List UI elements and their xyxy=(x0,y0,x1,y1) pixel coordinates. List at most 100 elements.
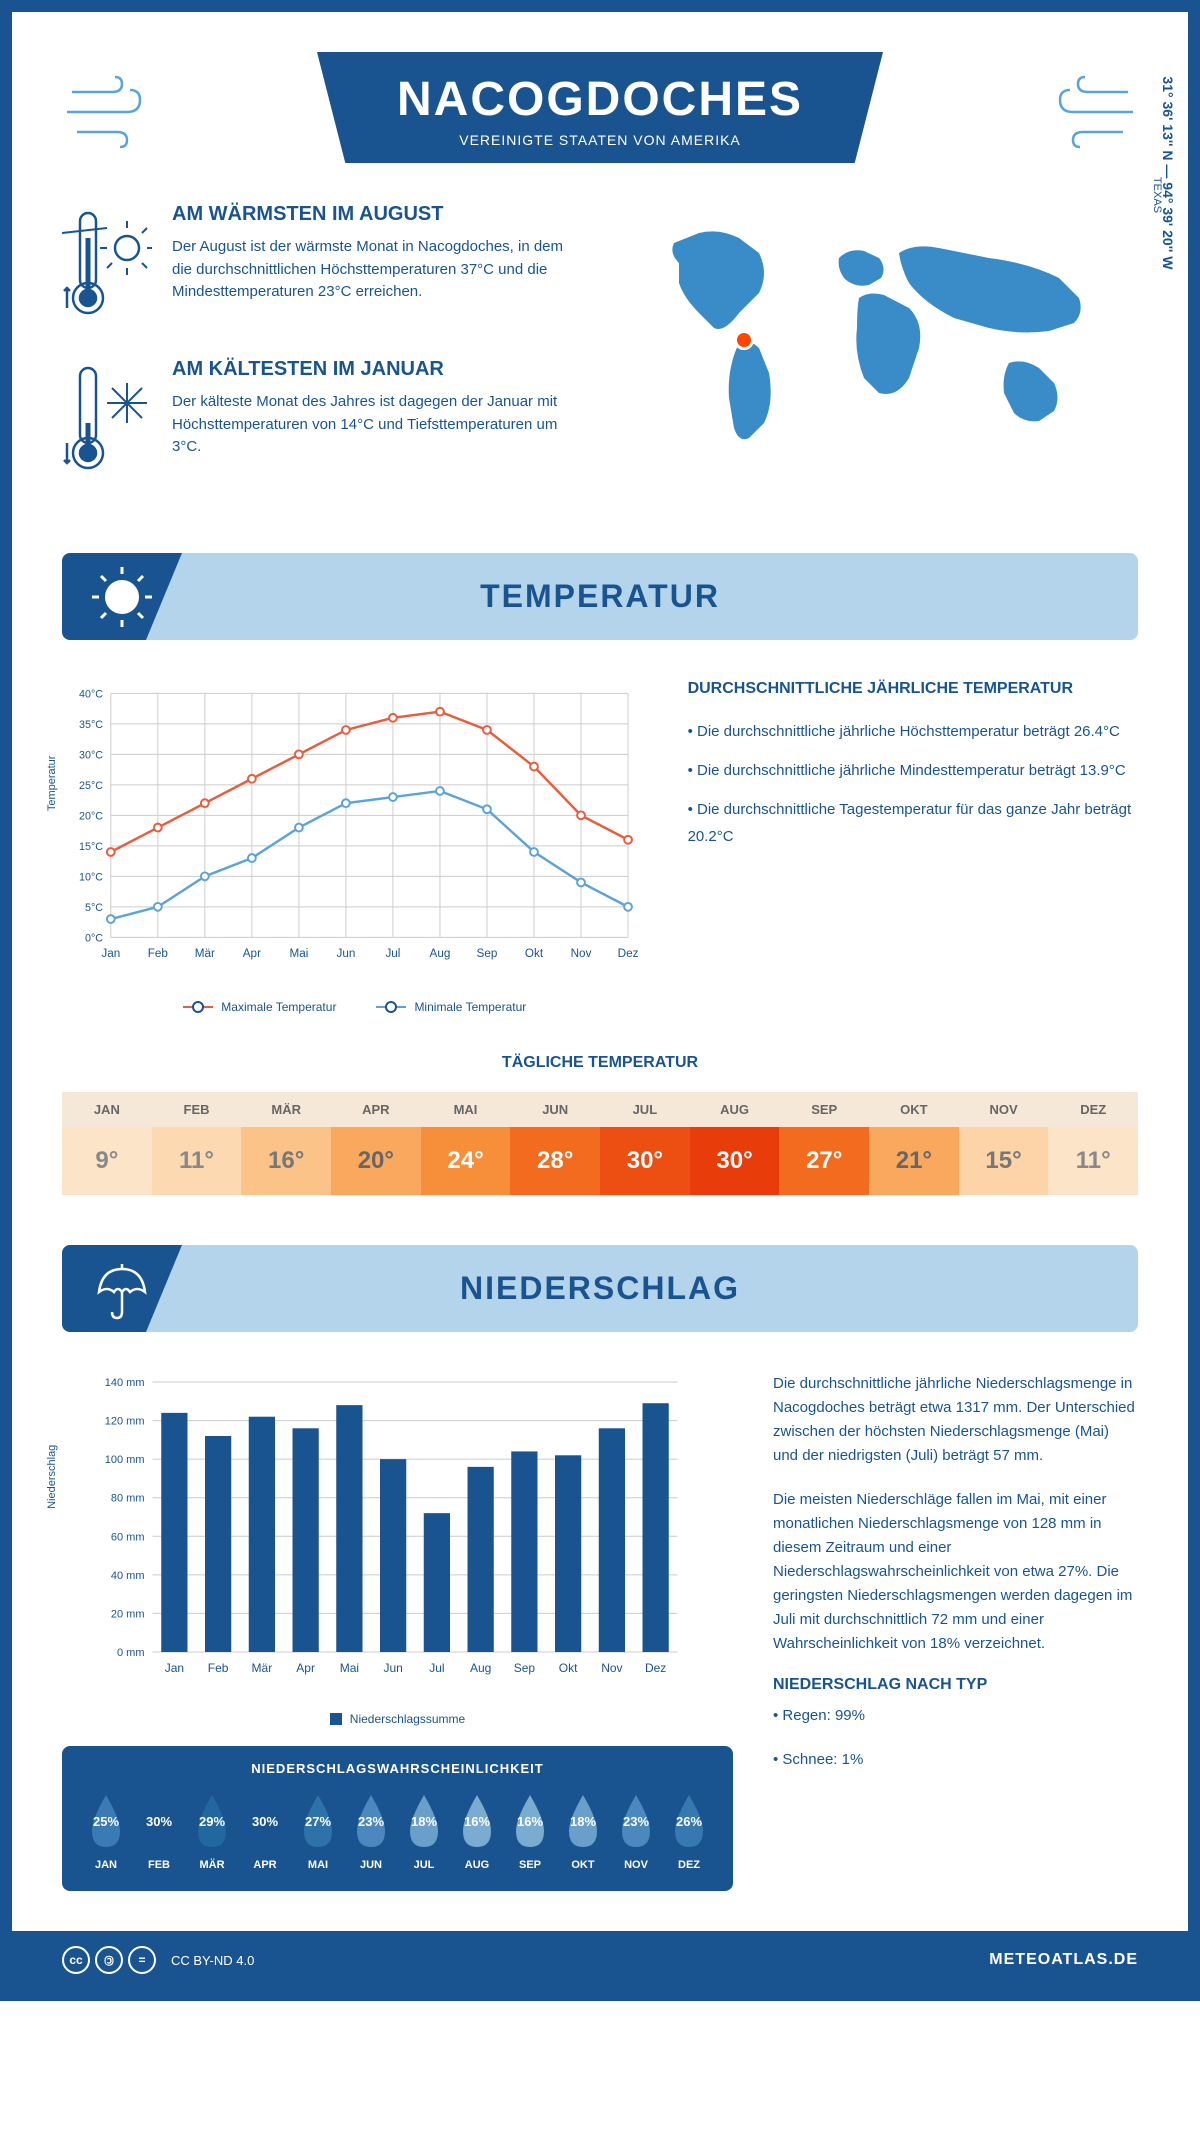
svg-text:Apr: Apr xyxy=(243,947,261,960)
precipitation-title: NIEDERSCHLAG xyxy=(87,1270,1113,1307)
umbrella-icon xyxy=(62,1245,182,1332)
drop-item: 23%NOV xyxy=(612,1791,660,1871)
svg-text:Feb: Feb xyxy=(148,947,169,960)
temp-summary-title: DURCHSCHNITTLICHE JÄHRLICHE TEMPERATUR xyxy=(688,680,1138,698)
wind-icon xyxy=(1038,72,1138,157)
svg-text:40°C: 40°C xyxy=(79,688,103,700)
coldest-title: AM KÄLTESTEN IM JANUAR xyxy=(172,358,580,381)
precip-type-item: • Schnee: 1% xyxy=(773,1748,1138,1772)
drop-item: 18%JUL xyxy=(400,1791,448,1871)
drop-item: 26%DEZ xyxy=(665,1791,713,1871)
svg-text:20°C: 20°C xyxy=(79,810,103,822)
country-name: VEREINIGTE STAATEN VON AMERIKA xyxy=(397,132,803,148)
svg-text:25°C: 25°C xyxy=(79,780,103,792)
warmest-text: Der August ist der wärmste Monat in Naco… xyxy=(172,236,580,304)
temp-cell: JAN9° xyxy=(62,1092,152,1195)
temp-bullet: • Die durchschnittliche Tagestemperatur … xyxy=(688,796,1138,850)
svg-text:Jan: Jan xyxy=(101,947,120,960)
header: NACOGDOCHES VEREINIGTE STAATEN VON AMERI… xyxy=(62,52,1138,163)
drop-item: 27%MAI xyxy=(294,1791,342,1871)
drop-item: 30%APR xyxy=(241,1791,289,1871)
temperature-section-header: TEMPERATUR xyxy=(62,553,1138,640)
svg-text:30°C: 30°C xyxy=(79,749,103,761)
svg-text:Mai: Mai xyxy=(340,1661,359,1675)
svg-text:Jul: Jul xyxy=(385,947,400,960)
svg-text:40 mm: 40 mm xyxy=(111,1570,145,1582)
svg-text:60 mm: 60 mm xyxy=(111,1531,145,1543)
cc-icons: cc 🄯 = xyxy=(62,1946,156,1974)
precip-text-2: Die meisten Niederschläge fallen im Mai,… xyxy=(773,1488,1138,1656)
temp-cell: SEP27° xyxy=(779,1092,869,1195)
temp-cell: MAI24° xyxy=(421,1092,511,1195)
svg-text:10°C: 10°C xyxy=(79,871,103,883)
precipitation-section-header: NIEDERSCHLAG xyxy=(62,1245,1138,1332)
precip-legend: Niederschlagssumme xyxy=(62,1712,733,1726)
svg-text:Jan: Jan xyxy=(165,1661,184,1675)
svg-text:Apr: Apr xyxy=(296,1661,315,1675)
coldest-text: Der kälteste Monat des Jahres ist dagege… xyxy=(172,391,580,459)
thermometer-cold-icon xyxy=(62,358,152,483)
temp-cell: OKT21° xyxy=(869,1092,959,1195)
svg-text:Aug: Aug xyxy=(430,947,451,960)
drop-item: 23%JUN xyxy=(347,1791,395,1871)
svg-text:0 mm: 0 mm xyxy=(117,1647,145,1659)
drop-item: 16%SEP xyxy=(506,1791,554,1871)
precip-type-item: • Regen: 99% xyxy=(773,1704,1138,1728)
temp-cell: AUG30° xyxy=(690,1092,780,1195)
svg-text:Mär: Mär xyxy=(195,947,215,960)
temp-cell: MÄR16° xyxy=(241,1092,331,1195)
drop-item: 18%OKT xyxy=(559,1791,607,1871)
svg-text:120 mm: 120 mm xyxy=(105,1416,145,1428)
temperature-line-chart: Temperatur 0°C5°C10°C15°C20°C25°C30°C35°… xyxy=(62,680,648,985)
sun-icon xyxy=(62,553,182,640)
legend-min: Minimale Temperatur xyxy=(414,1000,526,1014)
warmest-title: AM WÄRMSTEN IM AUGUST xyxy=(172,203,580,226)
drop-item: 29%MÄR xyxy=(188,1791,236,1871)
temp-cell: APR20° xyxy=(331,1092,421,1195)
svg-text:15°C: 15°C xyxy=(79,841,103,853)
svg-text:Feb: Feb xyxy=(208,1661,229,1675)
daily-temp-grid: JAN9°FEB11°MÄR16°APR20°MAI24°JUN28°JUL30… xyxy=(62,1092,1138,1195)
temp-cell: JUL30° xyxy=(600,1092,690,1195)
svg-text:80 mm: 80 mm xyxy=(111,1493,145,1505)
coordinates: 31° 36' 13'' N — 94° 39' 20'' W xyxy=(1160,76,1176,269)
temp-legend: Maximale Temperatur Minimale Temperatur xyxy=(62,1000,648,1014)
drop-item: 25%JAN xyxy=(82,1791,130,1871)
svg-text:Dez: Dez xyxy=(618,947,639,960)
world-map xyxy=(620,203,1138,468)
svg-text:Jun: Jun xyxy=(336,947,355,960)
temp-cell: JUN28° xyxy=(510,1092,600,1195)
svg-text:140 mm: 140 mm xyxy=(105,1377,145,1389)
daily-temp-title: TÄGLICHE TEMPERATUR xyxy=(62,1054,1138,1072)
drop-item: 16%AUG xyxy=(453,1791,501,1871)
precip-y-label: Niederschlag xyxy=(46,1444,58,1508)
temp-cell: DEZ11° xyxy=(1048,1092,1138,1195)
svg-text:Nov: Nov xyxy=(571,947,592,960)
precip-type-title: NIEDERSCHLAG NACH TYP xyxy=(773,1676,1138,1694)
precip-text-1: Die durchschnittliche jährliche Niedersc… xyxy=(773,1372,1138,1468)
svg-text:Jun: Jun xyxy=(383,1661,402,1675)
svg-text:Aug: Aug xyxy=(470,1661,491,1675)
temp-bullet: • Die durchschnittliche jährliche Höchst… xyxy=(688,718,1138,745)
svg-text:Sep: Sep xyxy=(477,947,498,960)
precipitation-bar-chart: Niederschlag 0 mm20 mm40 mm60 mm80 mm100… xyxy=(62,1372,733,1697)
svg-text:Mai: Mai xyxy=(289,947,308,960)
svg-text:35°C: 35°C xyxy=(79,719,103,731)
drop-item: 30%FEB xyxy=(135,1791,183,1871)
license-text: CC BY-ND 4.0 xyxy=(171,1953,254,1968)
precipitation-probability: NIEDERSCHLAGSWAHRSCHEINLICHKEIT 25%JAN30… xyxy=(62,1746,733,1891)
precip-prob-title: NIEDERSCHLAGSWAHRSCHEINLICHKEIT xyxy=(82,1761,713,1776)
svg-text:Jul: Jul xyxy=(429,1661,444,1675)
svg-text:Okt: Okt xyxy=(559,1661,578,1675)
temperature-title: TEMPERATUR xyxy=(87,578,1113,615)
warmest-block: AM WÄRMSTEN IM AUGUST Der August ist der… xyxy=(62,203,580,328)
svg-text:100 mm: 100 mm xyxy=(105,1454,145,1466)
wind-icon xyxy=(62,72,162,157)
city-name: NACOGDOCHES xyxy=(397,72,803,127)
legend-max: Maximale Temperatur xyxy=(221,1000,336,1014)
coldest-block: AM KÄLTESTEN IM JANUAR Der kälteste Mona… xyxy=(62,358,580,483)
svg-text:20 mm: 20 mm xyxy=(111,1608,145,1620)
svg-text:0°C: 0°C xyxy=(85,932,103,944)
legend-precip: Niederschlagssumme xyxy=(350,1712,465,1726)
svg-text:Nov: Nov xyxy=(601,1661,622,1675)
